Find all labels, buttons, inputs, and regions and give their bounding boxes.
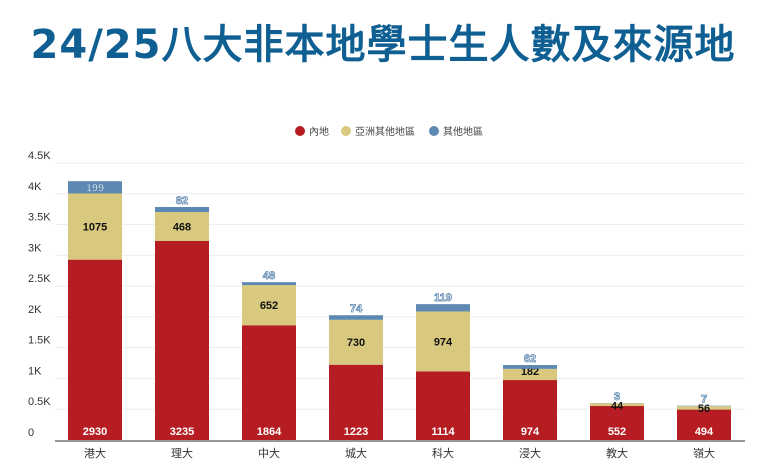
bar-segment bbox=[329, 364, 383, 440]
legend-label: 其他地區 bbox=[443, 125, 483, 138]
y-tick-label: 0.5K bbox=[28, 396, 51, 408]
legend-label: 亞洲其他地區 bbox=[355, 125, 415, 138]
data-label: 974 bbox=[434, 336, 453, 348]
data-label: 7 bbox=[701, 394, 707, 406]
bar-segment bbox=[155, 207, 209, 213]
bar-segment bbox=[242, 282, 296, 286]
bar-segment bbox=[242, 325, 296, 440]
legend-marker bbox=[429, 126, 439, 136]
chart-title: 24/25八大非本地學士生人數及來源地 bbox=[30, 22, 736, 68]
y-tick-label: 1K bbox=[28, 365, 42, 377]
y-tick-label: 2K bbox=[28, 304, 42, 316]
y-tick-label: 2.5K bbox=[28, 273, 51, 285]
x-tick-label: 港大 bbox=[84, 446, 106, 460]
x-tick-label: 嶺大 bbox=[693, 446, 715, 460]
data-label: 48 bbox=[263, 270, 275, 282]
data-label: 3 bbox=[614, 391, 620, 403]
data-label: 494 bbox=[695, 426, 714, 438]
data-label: 74 bbox=[350, 303, 363, 315]
data-label: 1075 bbox=[83, 222, 107, 234]
x-tick-label: 教大 bbox=[606, 446, 628, 460]
data-label: 652 bbox=[260, 300, 278, 312]
data-label: 1223 bbox=[344, 426, 368, 438]
x-tick-label: 中大 bbox=[258, 446, 280, 460]
bar-segment bbox=[155, 240, 209, 440]
data-label: 199 bbox=[86, 182, 104, 194]
bar-segment bbox=[155, 212, 209, 241]
bar-segment bbox=[416, 371, 470, 440]
legend-label: 內地 bbox=[309, 125, 329, 138]
bar-segment bbox=[503, 380, 557, 440]
bar-segment bbox=[416, 304, 470, 312]
x-tick-label: 科大 bbox=[432, 446, 454, 460]
data-label: 62 bbox=[524, 353, 536, 365]
bar-segment bbox=[677, 406, 731, 410]
x-tick-label: 浸大 bbox=[519, 446, 541, 460]
data-label: 2930 bbox=[83, 426, 107, 438]
data-label: 730 bbox=[347, 337, 365, 349]
data-label: 1864 bbox=[257, 426, 282, 438]
data-label: 974 bbox=[521, 426, 540, 438]
y-tick-label: 4K bbox=[28, 181, 42, 193]
data-label: 3235 bbox=[170, 426, 194, 438]
y-tick-label: 3.5K bbox=[28, 212, 51, 224]
bar-segment bbox=[68, 181, 122, 194]
bar-segment bbox=[68, 193, 122, 260]
data-label: 1114 bbox=[431, 426, 455, 438]
bar-segment bbox=[329, 319, 383, 365]
bar-segment bbox=[677, 409, 731, 440]
bar-segment bbox=[503, 365, 557, 369]
y-tick-label: 0 bbox=[28, 427, 34, 439]
legend-marker bbox=[295, 126, 305, 136]
x-tick-label: 理大 bbox=[171, 446, 193, 460]
bar-segment bbox=[590, 406, 644, 440]
bar-segment bbox=[68, 259, 122, 440]
data-label: 119 bbox=[434, 292, 452, 304]
data-label: 82 bbox=[176, 195, 188, 207]
y-tick-label: 1.5K bbox=[28, 335, 51, 347]
data-label: 552 bbox=[608, 426, 626, 438]
legend-marker bbox=[341, 126, 351, 136]
bar-segment bbox=[503, 368, 557, 381]
bar-segment bbox=[590, 403, 644, 407]
y-tick-label: 3K bbox=[28, 242, 42, 254]
x-tick-label: 城大 bbox=[345, 446, 367, 460]
bar-segment bbox=[242, 285, 296, 326]
bar-segment bbox=[416, 311, 470, 372]
data-label: 468 bbox=[173, 221, 191, 233]
y-tick-label: 4.5K bbox=[28, 150, 51, 162]
bar-segment bbox=[329, 315, 383, 320]
